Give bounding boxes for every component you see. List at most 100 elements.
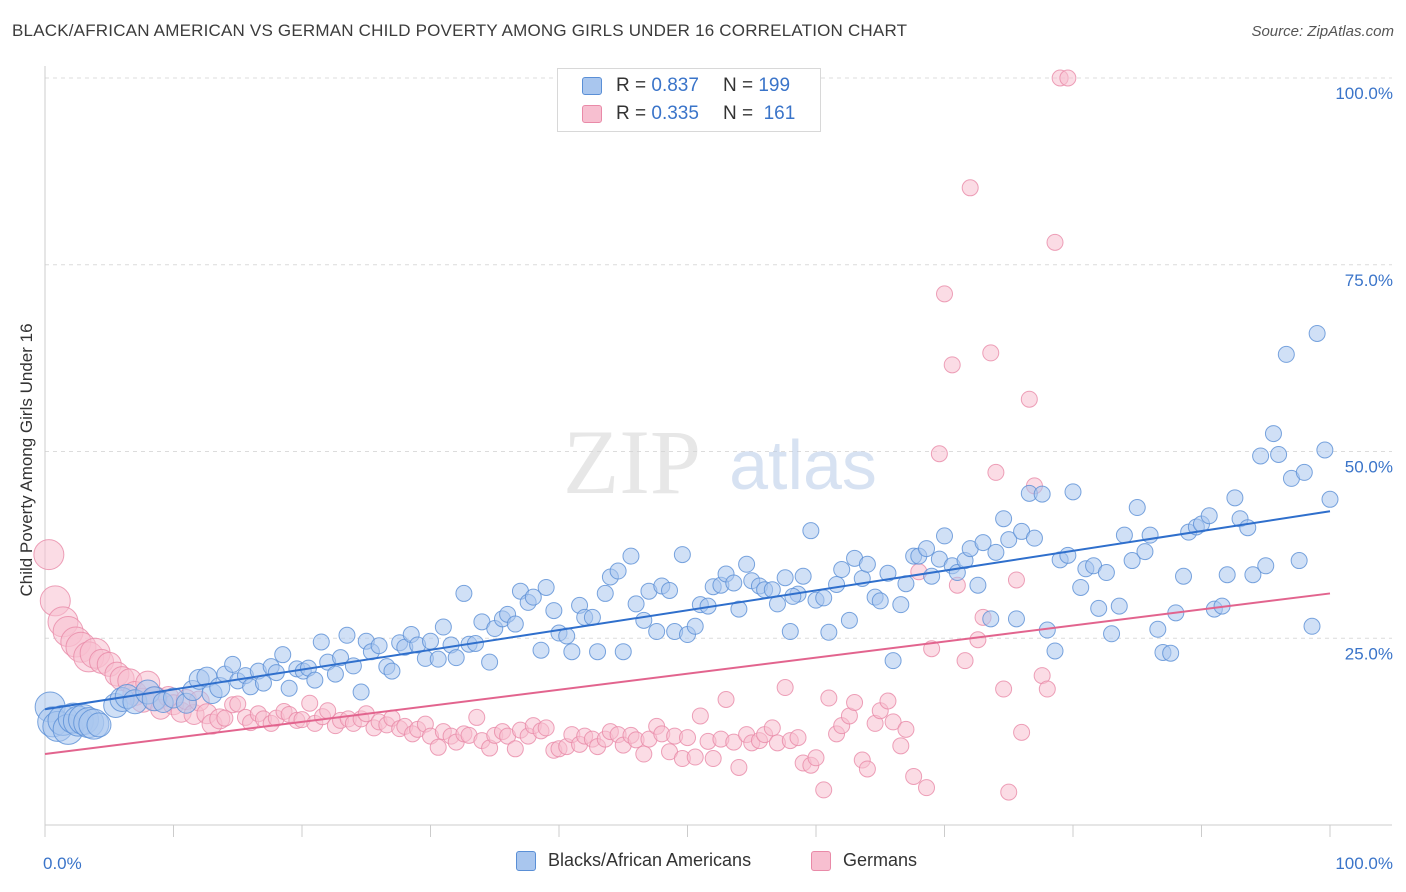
legend-r-value: 0.837 (651, 75, 699, 96)
black-point (609, 562, 627, 580)
german-point (216, 709, 234, 727)
watermark-atlas: atlas (729, 426, 877, 504)
black-point (1000, 531, 1018, 549)
german-point (982, 344, 1000, 362)
black-point (936, 527, 953, 545)
black-point (1244, 566, 1262, 584)
black-point (974, 534, 992, 552)
black-point (224, 655, 242, 673)
german-point (691, 707, 709, 725)
black-point (1316, 441, 1334, 459)
legend-n-value: 199 (758, 75, 791, 96)
y-tick-label: 75.0% (1345, 271, 1393, 290)
legend-item-blacks[interactable]: Blacks/African Americans (516, 850, 751, 871)
black-point (1257, 557, 1275, 575)
black-point (338, 626, 356, 644)
black-point (627, 595, 645, 613)
black-point (524, 588, 542, 606)
black-point (1295, 463, 1313, 481)
black-point (982, 610, 1000, 628)
german-point (1013, 723, 1031, 741)
black-point (1033, 485, 1051, 503)
black-point (1123, 552, 1141, 570)
german-point (725, 733, 743, 751)
watermark: ZIP atlas (563, 411, 877, 513)
black-point (370, 637, 388, 655)
german-point (969, 631, 987, 649)
black-point (1059, 546, 1077, 564)
german-point (995, 680, 1013, 698)
black-point (879, 564, 897, 582)
legend-r-label: R = (616, 103, 647, 124)
black-point (312, 633, 330, 651)
black-point (622, 547, 640, 565)
black-point (274, 646, 292, 664)
german-point (943, 356, 961, 374)
german-point (229, 695, 247, 713)
black-point (506, 615, 524, 633)
black-point (1226, 489, 1244, 507)
black-point (673, 546, 691, 564)
black-point (969, 576, 987, 594)
black-point (858, 555, 876, 573)
source-label: Source: ZipAtlas.com (1251, 23, 1394, 40)
black-point (1321, 490, 1339, 508)
black-point (1064, 483, 1082, 501)
black-point (1007, 610, 1025, 628)
german-point (789, 729, 807, 747)
x-tick-label: 100.0% (1335, 854, 1393, 873)
black-point (833, 561, 851, 579)
black-point (614, 643, 632, 661)
black-point (1308, 324, 1326, 342)
black-point (563, 643, 581, 661)
watermark-zip: ZIP (563, 411, 701, 513)
legend-r-value: 0.335 (651, 103, 699, 124)
y-axis-label: Child Poverty Among Girls Under 16 (17, 323, 36, 597)
german-point (936, 285, 953, 303)
black-point (306, 671, 324, 689)
black-point (686, 617, 704, 635)
german-point (537, 719, 555, 737)
black-point (730, 600, 748, 618)
blacks-points (34, 324, 1339, 745)
german-point (930, 445, 948, 463)
series-legend: Blacks/African Americans Germans (0, 850, 1406, 878)
black-point (763, 581, 781, 599)
german-point (429, 738, 447, 756)
german-point (468, 708, 486, 726)
black-point (840, 611, 858, 629)
black-point (1162, 644, 1180, 662)
x-tick-label: 0.0% (43, 854, 82, 873)
black-point (768, 595, 786, 613)
german-point (1007, 571, 1025, 589)
german-point (686, 748, 704, 766)
chart-title: BLACK/AFRICAN AMERICAN VS GERMAN CHILD P… (12, 21, 908, 40)
legend-row-germans: R = 0.335 N = 161 (582, 102, 795, 126)
black-point (1097, 564, 1115, 582)
germans-trendline (44, 592, 1331, 756)
german-point (987, 463, 1005, 481)
black-point (1115, 526, 1133, 544)
legend-swatch-pink (582, 105, 602, 123)
black-point (1303, 617, 1321, 635)
black-point (280, 679, 298, 697)
black-point (1252, 447, 1270, 465)
black-point (635, 611, 653, 629)
black-point (892, 596, 910, 614)
legend-label-blacks: Blacks/African Americans (548, 850, 752, 870)
black-point (1046, 642, 1064, 660)
black-point (1025, 529, 1043, 547)
german-point (506, 740, 524, 758)
black-point (383, 662, 401, 680)
black-point (815, 589, 833, 607)
black-point (784, 587, 802, 605)
legend-r-label: R = (616, 75, 647, 96)
black-point (326, 665, 344, 683)
black-point (781, 623, 799, 641)
legend-item-germans[interactable]: Germans (811, 850, 917, 871)
legend-n-value: 161 (763, 103, 796, 124)
y-tick-label: 50.0% (1345, 458, 1393, 477)
black-point (537, 578, 555, 596)
black-point (995, 510, 1013, 528)
black-point (1072, 578, 1090, 596)
